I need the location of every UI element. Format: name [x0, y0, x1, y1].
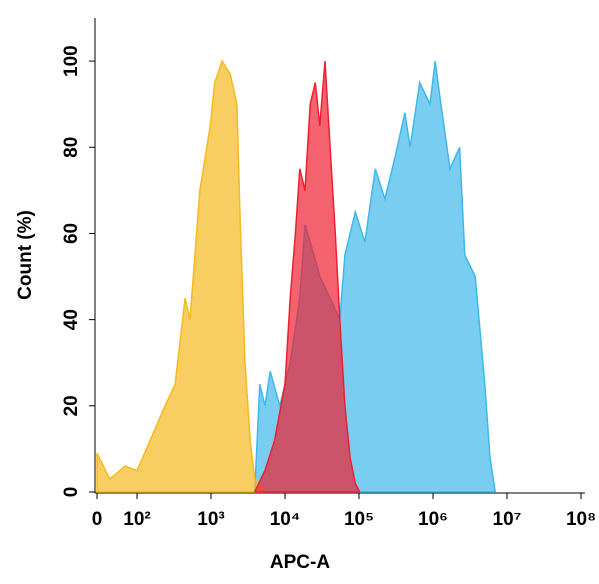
- histogram-area: [254, 61, 361, 493]
- y-tick-label: 0: [61, 487, 82, 498]
- y-tick-label: 80: [61, 137, 82, 158]
- x-tick-label: 10⁷: [493, 509, 522, 530]
- y-tick-label: 100: [61, 45, 82, 77]
- x-tick-label: 10⁶: [418, 509, 448, 530]
- x-tick-label: 10²: [123, 509, 150, 530]
- y-tick-label: 40: [61, 309, 82, 330]
- x-axis-label: APC-A: [270, 552, 330, 573]
- histogram-area: [96, 59, 266, 493]
- y-tick-label: 60: [61, 223, 82, 244]
- x-tick-label: 10⁸: [566, 509, 596, 530]
- x-tick-label: 10⁴: [270, 509, 301, 530]
- x-tick-label: 0: [92, 509, 103, 530]
- y-axis-label: Count (%): [15, 210, 36, 300]
- x-tick-label: 10³: [197, 509, 224, 530]
- y-tick-label: 20: [61, 395, 82, 416]
- x-tick-label: 10⁵: [344, 509, 374, 530]
